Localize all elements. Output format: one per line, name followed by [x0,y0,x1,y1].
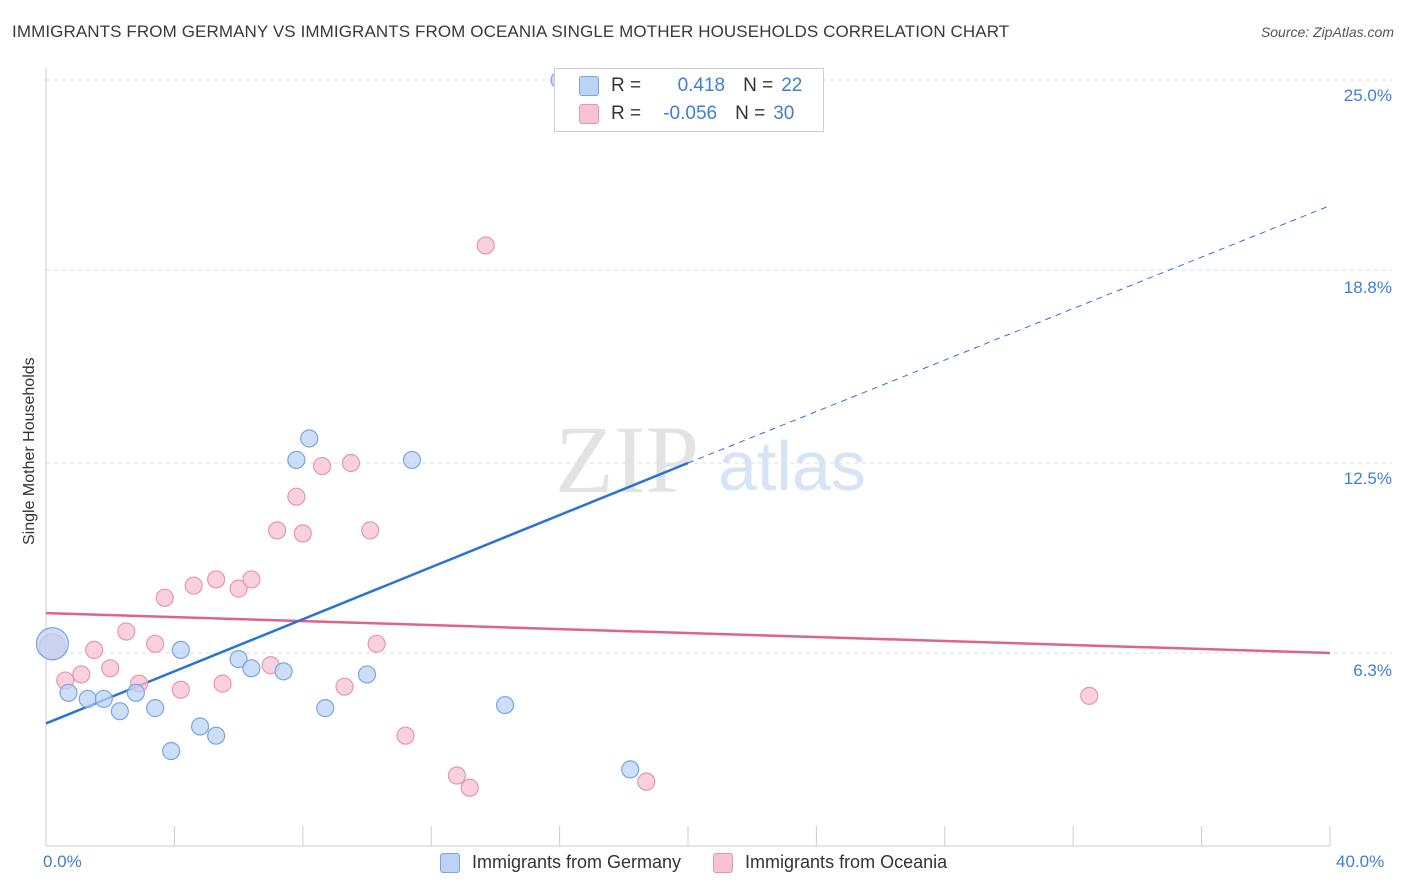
oceania-points [38,236,1099,797]
n-value: 22 [781,75,803,96]
oceania-point [476,236,495,255]
r-label: R = [611,103,642,124]
legend-germany-swatch [440,852,460,873]
legend-oceania-swatch [713,852,734,873]
oceania-point [293,524,312,543]
oceania-point [213,674,232,693]
y-tick-label: 25.0% [1343,86,1392,105]
stats-legend: R = 0.418 N = 22 R = -0.056 N = 30 [554,68,824,132]
watermark-atlas: atlas [718,427,866,505]
oceania-point [335,677,354,696]
oceania-point [229,579,248,598]
germany-swatch [579,76,599,96]
germany-point [162,741,181,761]
germany-point [59,683,78,702]
legend: Immigrants from Germany Immigrants from … [440,852,947,873]
y-tick-label: 12.5% [1343,469,1392,488]
grid-lines [46,79,1392,654]
germany-point [171,640,190,660]
n-label: N = [735,103,766,124]
y-tick-label: 18.8% [1343,278,1392,297]
oceania-point [367,634,386,653]
oceania-point [207,570,226,589]
r-value: 0.418 [677,75,726,96]
germany-point [402,450,422,470]
oceania-point [396,726,415,745]
oceania-point [146,634,165,653]
trend-lines [45,205,1331,725]
oceania-trend-line [45,611,1331,655]
oceania-point [312,456,332,476]
axes [45,68,1331,847]
germany-point [146,699,165,718]
x-tick-label: 0.0% [43,852,82,871]
germany-point [229,649,248,669]
germany-point [287,450,306,470]
oceania-point [637,772,656,791]
legend-oceania-label: Immigrants from Oceania [745,852,948,872]
n-value: 30 [773,103,795,124]
r-value: -0.056 [663,103,718,124]
oceania-point [101,659,120,678]
oceania-point [361,521,380,540]
watermark-zip: ZIP [555,406,699,513]
germany-point [300,429,319,448]
oceania-swatch [579,104,599,124]
germany-point [126,683,145,702]
stats-row-germany: R = 0.418 N = 22 [579,73,803,99]
source-credit: Source: ZipAtlas.com [1260,24,1394,40]
germany-point [110,702,129,721]
germany-point [621,760,640,779]
germany-point [35,627,70,661]
y-axis-label: Single Mother Households [21,357,38,545]
legend-germany-label: Immigrants from Germany [472,852,682,872]
germany-points [35,70,640,779]
germany-point [94,689,113,709]
oceania-point [85,640,104,660]
germany-point [274,662,293,681]
germany-point [78,689,97,709]
germany-point [316,699,335,718]
n-label: N = [743,75,774,96]
oceania-point [287,487,306,506]
chart-title: IMMIGRANTS FROM GERMANY VS IMMIGRANTS FR… [12,22,1010,41]
oceania-point [268,521,287,540]
oceania-point [117,622,136,641]
germany-point [242,659,261,678]
germany-point [495,695,515,715]
germany-trend-line [45,461,689,725]
oceania-point [184,576,203,595]
oceania-point [1080,686,1099,705]
x-tick-label: 40.0% [1336,852,1385,871]
oceania-point [72,665,91,684]
germany-trend-extension [687,205,1331,464]
germany-point [357,665,377,684]
oceania-point [447,766,466,785]
r-label: R = [611,75,642,96]
oceania-point [341,453,361,473]
oceania-point [460,778,479,797]
oceania-point [155,588,174,607]
oceania-point [242,570,261,589]
oceania-point [171,680,190,699]
watermark: ZIP atlas [555,406,866,513]
germany-point [207,726,226,745]
germany-point [190,717,210,736]
y-tick-label: 6.3% [1353,661,1392,680]
stats-row-oceania: R = -0.056 N = 30 [579,101,795,127]
